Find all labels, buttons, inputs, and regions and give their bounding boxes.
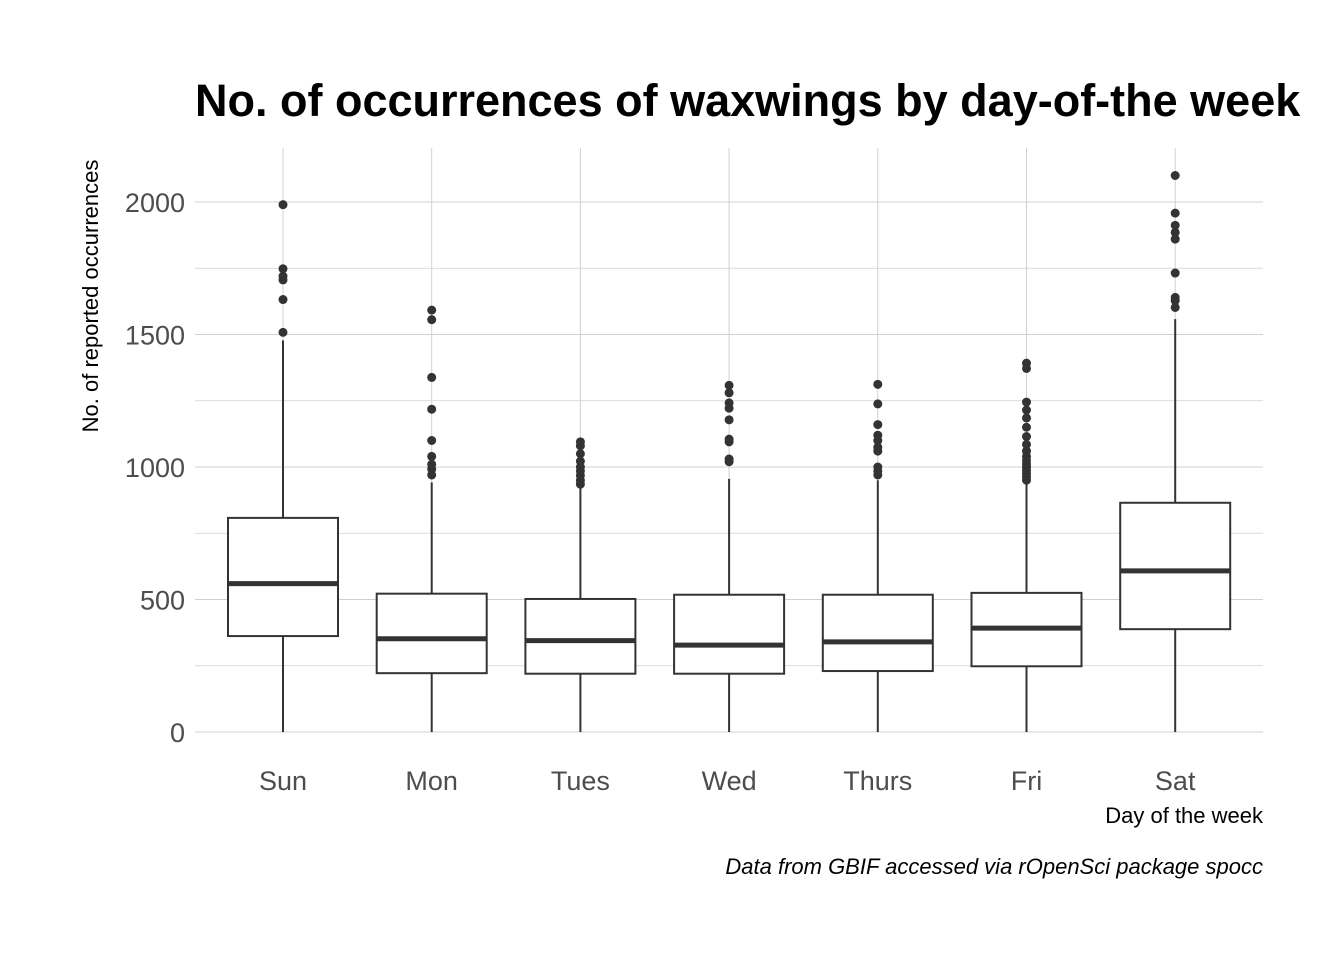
outlier-point-sun	[278, 295, 288, 305]
outlier-point-fri	[1022, 413, 1031, 423]
x-tick-label-mon: Mon	[405, 766, 458, 796]
outlier-point-sun	[278, 264, 288, 274]
outlier-point-sat	[1170, 234, 1180, 244]
y-tick-label: 1500	[125, 321, 185, 351]
iqr-box-mon	[375, 592, 488, 675]
outlier-point-thurs	[873, 420, 883, 430]
outlier-point-mon	[427, 436, 437, 445]
x-tick-label-fri: Fri	[1011, 766, 1042, 796]
outlier-point-fri	[1022, 397, 1031, 407]
outlier-point-sat	[1170, 302, 1180, 312]
outlier-point-fri	[1022, 446, 1031, 456]
outlier-point-wed	[724, 415, 734, 425]
x-axis-ticks: Sun Mon Tues Wed Thurs Fri Sat	[259, 766, 1196, 796]
outlier-point-sat	[1170, 268, 1180, 278]
outlier-point-mon	[427, 305, 437, 315]
outlier-point-thurs	[873, 430, 883, 440]
box-thurs	[821, 379, 934, 732]
outlier-point-mon	[427, 372, 437, 382]
boxes-layer	[227, 171, 1232, 732]
y-axis-ticks: 0 500 1000 1500 2000	[125, 188, 185, 748]
outlier-point-sun	[278, 200, 288, 210]
outlier-point-mon	[427, 404, 437, 414]
iqr-box-thurs	[821, 593, 934, 673]
outlier-point-wed	[724, 398, 734, 408]
outlier-point-thurs	[873, 442, 883, 452]
chart-title: No. of occurrences of waxwings by day-of…	[195, 75, 1301, 126]
iqr-box-wed	[673, 593, 786, 675]
outlier-point-sat	[1170, 220, 1180, 230]
y-tick-label: 1000	[125, 453, 185, 483]
outlier-point-fri	[1022, 405, 1031, 415]
box-mon	[375, 305, 488, 732]
outlier-point-wed	[724, 380, 734, 390]
outlier-point-sat	[1170, 171, 1180, 180]
outlier-point-sat	[1170, 208, 1180, 218]
outlier-point-fri	[1022, 422, 1031, 432]
outlier-point-tues	[575, 456, 585, 466]
x-tick-label-sun: Sun	[259, 766, 307, 796]
outlier-point-sat	[1170, 292, 1180, 302]
outlier-point-sun	[278, 271, 288, 281]
iqr-box-sun	[227, 516, 339, 638]
x-tick-label-wed: Wed	[702, 766, 757, 796]
outlier-point-mon	[427, 459, 437, 469]
y-axis-title: No. of reported occurrences	[78, 160, 103, 433]
outlier-point-sat	[1170, 227, 1180, 237]
y-tick-label: 0	[170, 718, 185, 748]
outlier-point-wed	[724, 454, 734, 464]
box-sun	[227, 200, 339, 732]
x-tick-label-tues: Tues	[551, 766, 610, 796]
outlier-point-fri	[1022, 439, 1031, 449]
x-tick-label-sat: Sat	[1155, 766, 1196, 796]
x-tick-label-thurs: Thurs	[843, 766, 912, 796]
outlier-point-sun	[278, 327, 288, 337]
outlier-point-wed	[724, 434, 734, 444]
outlier-point-mon	[427, 451, 437, 461]
outlier-point-thurs	[873, 462, 883, 472]
box-tues	[524, 437, 637, 732]
y-tick-label: 500	[140, 586, 185, 616]
box-fri	[970, 358, 1083, 732]
outlier-point-thurs	[873, 399, 883, 409]
box-wed	[673, 380, 786, 732]
x-axis-title: Day of the week	[1105, 803, 1264, 828]
outlier-point-wed	[724, 388, 734, 398]
outlier-point-fri	[1022, 358, 1031, 368]
outlier-point-mon	[427, 315, 437, 325]
iqr-box-sat	[1119, 501, 1232, 631]
outlier-point-tues	[575, 449, 585, 459]
outlier-point-thurs	[873, 379, 883, 389]
y-tick-label: 2000	[125, 188, 185, 218]
outlier-point-fri	[1022, 432, 1031, 442]
iqr-box-tues	[524, 597, 637, 675]
outlier-point-tues	[575, 437, 585, 447]
chart-caption: Data from GBIF accessed via rOpenSci pac…	[725, 854, 1263, 879]
box-sat	[1119, 171, 1232, 732]
